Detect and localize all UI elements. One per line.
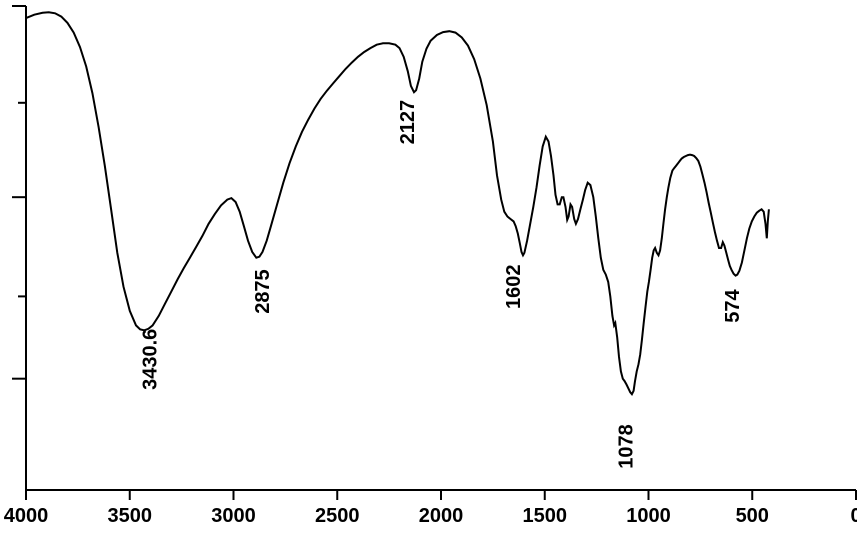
x-tick-label: 0 [850,505,857,527]
x-tick-label: 3500 [108,505,153,527]
spectrum-curve [26,12,769,394]
peak-label: 1602 [503,264,525,309]
peak-label: 2127 [397,100,419,145]
x-tick-label: 3000 [211,505,256,527]
ir-spectrum-plot: 4000 3500 3000 2500 2000 1500 1000 500 0 3430.6 28… [0,0,857,536]
x-tick-label: 1000 [626,505,671,527]
x-tick-label: 1500 [523,505,568,527]
peak-label: 3430.6 [140,329,162,390]
spectrum-canvas: 4000 3500 3000 2500 2000 1500 1000 500 0 3430.6 28… [0,0,857,536]
peak-label: 1078 [615,424,637,469]
peak-label: 574 [722,289,744,323]
x-tick-label: 2500 [315,505,360,527]
peak-label: 2875 [252,269,274,314]
x-tick-label: 500 [736,505,769,527]
x-tick-label: 4000 [4,505,49,527]
x-tick-label: 2000 [419,505,464,527]
